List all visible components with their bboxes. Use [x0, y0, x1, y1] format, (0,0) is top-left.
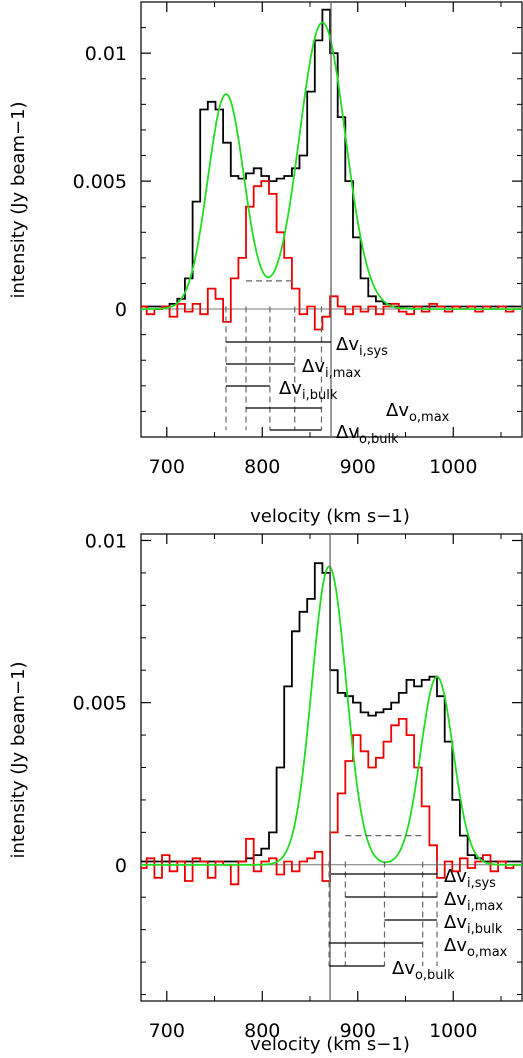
bottom-x-tick-label: 900: [340, 1020, 376, 1042]
top-y-axis-label: intensity (Jy beam−1): [8, 101, 29, 298]
bottom-y-tick-label: 0.01: [85, 530, 127, 552]
top-y-tick-label: 0.005: [73, 171, 127, 193]
bottom-delta-v-label: Δvo,max: [444, 935, 508, 960]
top-delta-v-label: Δvi,max: [302, 356, 361, 381]
top-x-tick-label: 800: [244, 456, 280, 478]
bottom-gaussian-fit-line: [141, 565, 522, 866]
bottom-x-axis-label: velocity (km s−1): [250, 1034, 410, 1055]
bottom-residual-spectrum-line: [141, 718, 521, 886]
bottom-x-tick-label: 700: [149, 1020, 185, 1042]
top-y-tick-label: 0.01: [85, 43, 127, 65]
top-x-tick-label: 900: [340, 456, 376, 478]
bottom-x-tick-label: 800: [244, 1020, 280, 1042]
bottom-delta-v-label: Δvi,sys: [444, 866, 496, 891]
bottom-delta-v-label: Δvi,bulk: [444, 912, 503, 937]
top-spectrum-panel: intensity (Jy beam−1) velocity (km s−1) …: [8, 1, 523, 527]
bottom-spectrum-panel: intensity (Jy beam−1) velocity (km s−1) …: [8, 530, 523, 1055]
top-y-tick-label: 0: [115, 299, 127, 321]
top-delta-v-label: Δvi,bulk: [279, 378, 338, 403]
top-delta-v-label: Δvo,max: [386, 400, 450, 425]
bottom-y-axis-label: intensity (Jy beam−1): [8, 661, 29, 858]
bottom-x-tick-label: 1000: [429, 1020, 477, 1042]
top-delta-v-label: Δvo,bulk: [336, 422, 399, 447]
bottom-delta-v-label: Δvo,bulk: [392, 958, 455, 983]
bottom-delta-v-label: Δvi,max: [444, 889, 503, 914]
top-x-tick-label: 700: [149, 456, 185, 478]
bottom-y-tick-label: 0.005: [73, 693, 127, 715]
top-residual-spectrum-line: [141, 180, 521, 331]
top-x-axis-label: velocity (km s−1): [250, 506, 410, 527]
top-x-tick-label: 1000: [429, 456, 477, 478]
bottom-y-tick-label: 0: [115, 855, 127, 877]
top-delta-v-label: Δvi,sys: [336, 334, 388, 359]
